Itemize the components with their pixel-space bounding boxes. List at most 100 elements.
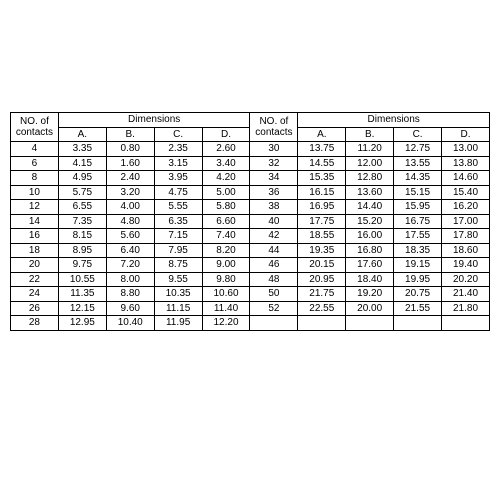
cell-d: 9.00 (202, 258, 250, 273)
cell-n: 20 (11, 258, 59, 273)
cell-c: 15.95 (394, 200, 442, 215)
cell-n: 34 (250, 171, 298, 186)
cell-n: 48 (250, 272, 298, 287)
cell-d: 18.60 (442, 243, 490, 258)
cell-c: 14.35 (394, 171, 442, 186)
cell-n: 26 (11, 301, 59, 316)
cell-d: 6.60 (202, 214, 250, 229)
cell-c: 5.55 (154, 200, 202, 215)
cell-n: 42 (250, 229, 298, 244)
cell-b: 10.40 (106, 316, 154, 331)
cell-d: 5.80 (202, 200, 250, 215)
cell-b: 17.60 (346, 258, 394, 273)
cell-a: 7.35 (58, 214, 106, 229)
cell-d (442, 316, 490, 331)
cell-a: 15.35 (298, 171, 346, 186)
cell-d: 7.40 (202, 229, 250, 244)
cell-d: 13.80 (442, 156, 490, 171)
cell-c: 21.55 (394, 301, 442, 316)
cell-b: 11.20 (346, 142, 394, 157)
cell-d: 12.20 (202, 316, 250, 331)
cell-a: 11.35 (58, 287, 106, 302)
cell-d: 2.60 (202, 142, 250, 157)
cell-b: 14.40 (346, 200, 394, 215)
cell-c: 11.15 (154, 301, 202, 316)
header-c-right: C. (394, 127, 442, 142)
cell-c: 13.55 (394, 156, 442, 171)
cell-b: 13.60 (346, 185, 394, 200)
cell-n: 50 (250, 287, 298, 302)
table-row: 64.151.603.153.403214.5512.0013.5513.80 (11, 156, 490, 171)
cell-c: 7.95 (154, 243, 202, 258)
cell-b: 4.00 (106, 200, 154, 215)
cell-a: 3.35 (58, 142, 106, 157)
cell-b: 6.40 (106, 243, 154, 258)
header-dimensions-right: Dimensions (298, 113, 490, 128)
cell-n: 12 (11, 200, 59, 215)
cell-b (346, 316, 394, 331)
table-row: 168.155.607.157.404218.5516.0017.5517.80 (11, 229, 490, 244)
cell-a: 9.75 (58, 258, 106, 273)
cell-n: 30 (250, 142, 298, 157)
header-dimensions-left: Dimensions (58, 113, 250, 128)
cell-d: 14.60 (442, 171, 490, 186)
cell-n: 32 (250, 156, 298, 171)
cell-b: 9.60 (106, 301, 154, 316)
cell-b: 7.20 (106, 258, 154, 273)
table-row: 147.354.806.356.604017.7515.2016.7517.00 (11, 214, 490, 229)
cell-n: 8 (11, 171, 59, 186)
cell-c: 17.55 (394, 229, 442, 244)
cell-a: 12.95 (58, 316, 106, 331)
cell-c: 19.95 (394, 272, 442, 287)
cell-d: 21.40 (442, 287, 490, 302)
cell-a: 20.15 (298, 258, 346, 273)
cell-b: 15.20 (346, 214, 394, 229)
cell-n: 6 (11, 156, 59, 171)
cell-a: 14.55 (298, 156, 346, 171)
header-d-right: D. (442, 127, 490, 142)
cell-n: 46 (250, 258, 298, 273)
cell-n: 44 (250, 243, 298, 258)
table-header: NO. ofcontacts Dimensions NO. ofcontacts… (11, 113, 490, 142)
cell-n: 40 (250, 214, 298, 229)
cell-n: 10 (11, 185, 59, 200)
cell-b: 20.00 (346, 301, 394, 316)
cell-c: 4.75 (154, 185, 202, 200)
cell-d: 16.20 (442, 200, 490, 215)
cell-d: 3.40 (202, 156, 250, 171)
cell-b: 2.40 (106, 171, 154, 186)
table-row: 2210.558.009.559.804820.9518.4019.9520.2… (11, 272, 490, 287)
cell-d: 4.20 (202, 171, 250, 186)
table-row: 2812.9510.4011.9512.20 (11, 316, 490, 331)
cell-b: 18.40 (346, 272, 394, 287)
table-row: 188.956.407.958.204419.3516.8018.3518.60 (11, 243, 490, 258)
header-c-left: C. (154, 127, 202, 142)
cell-a: 4.15 (58, 156, 106, 171)
table-row: 209.757.208.759.004620.1517.6019.1519.40 (11, 258, 490, 273)
table-row: 105.753.204.755.003616.1513.6015.1515.40 (11, 185, 490, 200)
cell-b: 0.80 (106, 142, 154, 157)
cell-a: 5.75 (58, 185, 106, 200)
cell-a: 21.75 (298, 287, 346, 302)
cell-b: 8.80 (106, 287, 154, 302)
table-row: 2612.159.6011.1511.405222.5520.0021.5521… (11, 301, 490, 316)
cell-n: 4 (11, 142, 59, 157)
table-row: 84.952.403.954.203415.3512.8014.3514.60 (11, 171, 490, 186)
cell-d: 19.40 (442, 258, 490, 273)
cell-b: 8.00 (106, 272, 154, 287)
cell-c: 15.15 (394, 185, 442, 200)
cell-a: 4.95 (58, 171, 106, 186)
cell-a: 16.15 (298, 185, 346, 200)
cell-a: 8.95 (58, 243, 106, 258)
cell-c: 2.35 (154, 142, 202, 157)
header-b-right: B. (346, 127, 394, 142)
cell-b: 3.20 (106, 185, 154, 200)
cell-c: 19.15 (394, 258, 442, 273)
cell-c: 6.35 (154, 214, 202, 229)
cell-n: 28 (11, 316, 59, 331)
table-row: 2411.358.8010.3510.605021.7519.2020.7521… (11, 287, 490, 302)
cell-b: 1.60 (106, 156, 154, 171)
header-no-contacts-right: NO. ofcontacts (250, 113, 298, 142)
cell-n: 18 (11, 243, 59, 258)
cell-b: 12.00 (346, 156, 394, 171)
